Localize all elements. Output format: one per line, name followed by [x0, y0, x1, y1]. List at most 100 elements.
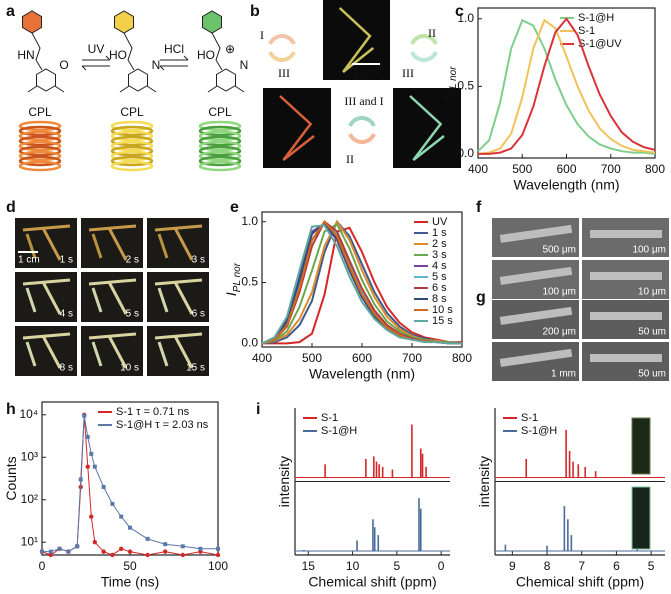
- fiber: [279, 95, 315, 161]
- spring-coil: [198, 160, 242, 172]
- marker: [75, 544, 80, 549]
- panel-letter: h: [6, 401, 16, 418]
- scale-label: 10 μm: [638, 287, 666, 298]
- time-label: 1 s: [60, 255, 73, 266]
- spring-coil: [198, 135, 242, 147]
- scale-label: 1 cm: [353, 65, 379, 79]
- ring: [36, 68, 56, 92]
- cycle-arrow: [348, 116, 376, 127]
- ring: [128, 68, 148, 92]
- y-tick-label: 10²: [21, 492, 38, 506]
- arrow-label: UV: [88, 42, 105, 56]
- fiber: [22, 224, 71, 232]
- spring-coil: [110, 160, 154, 172]
- marker: [101, 549, 106, 554]
- spring-coil: [18, 150, 62, 162]
- fiber: [91, 341, 103, 367]
- spring-coil: [18, 145, 62, 157]
- legend-label: S-1 τ = 0.71 ns: [116, 406, 190, 418]
- legend-label: S-1: [578, 25, 595, 37]
- scale-label: 200 μm: [542, 327, 576, 338]
- spring-coil: [18, 160, 62, 172]
- cycle-label: III: [402, 66, 414, 80]
- fiber: [154, 332, 203, 340]
- scale-label: 1 cm: [18, 255, 40, 266]
- y-axis-label: IPL nor: [439, 66, 459, 100]
- vial: [631, 417, 651, 475]
- marker: [48, 549, 53, 554]
- x-tick-label: 9: [509, 559, 516, 573]
- time-label: 5 s: [126, 309, 139, 320]
- sem-feature: [499, 266, 573, 285]
- fiber: [25, 287, 37, 313]
- sem-feature: [499, 224, 573, 243]
- x-tick-label: 8: [544, 559, 551, 573]
- cycle-arrow: [410, 34, 438, 45]
- marker: [163, 542, 168, 547]
- fiber: [91, 233, 103, 259]
- x-tick-label: 800: [645, 162, 665, 176]
- panel-letter: d: [6, 199, 16, 216]
- cycle-arrow: [410, 51, 438, 62]
- cpl-label: CPL: [28, 105, 52, 119]
- time-label: 8 s: [60, 363, 73, 374]
- legend-label: S-1: [521, 412, 538, 424]
- atom-label: ⊕: [225, 42, 235, 56]
- fiber: [22, 278, 71, 286]
- x-tick-label: 700: [601, 162, 621, 176]
- y-axis-label-main: intensity: [476, 456, 492, 507]
- marker: [57, 546, 62, 551]
- legend-label: S-1: [321, 412, 338, 424]
- sem-feature: [499, 306, 573, 325]
- atom-label: HN: [17, 48, 34, 62]
- spring-coil: [18, 120, 62, 132]
- y-axis-label: Counts: [3, 456, 19, 500]
- x-tick-label: 10: [346, 559, 360, 573]
- fiber: [88, 332, 137, 340]
- marker: [145, 552, 150, 558]
- panel-letter: b: [250, 3, 260, 20]
- y-axis-label: intensity: [276, 456, 292, 507]
- legend-label: 15 s: [432, 315, 453, 327]
- cpl-label: CPL: [120, 105, 144, 119]
- fiber: [173, 335, 194, 369]
- scale-label: 100 μm: [632, 245, 666, 256]
- marker: [216, 546, 220, 551]
- fiber: [154, 278, 203, 286]
- y-axis-label-main: I: [223, 292, 239, 296]
- x-tick-label: 7: [578, 559, 585, 573]
- fiber: [173, 227, 194, 261]
- time-label: 2 s: [126, 255, 139, 266]
- marker: [128, 525, 132, 530]
- legend-label: S-1@H τ = 2.03 ns: [116, 419, 209, 431]
- x-tick-label: 600: [556, 162, 576, 176]
- bond: [211, 32, 223, 71]
- x-axis-label: Wavelength (nm): [309, 366, 415, 382]
- atom-label: HO: [197, 48, 215, 62]
- fiber: [157, 341, 169, 367]
- fiber: [91, 287, 103, 313]
- spring-coil: [110, 155, 154, 167]
- fiber: [25, 233, 37, 259]
- legend-label: S-1@H: [521, 425, 557, 437]
- x-tick-label: 500: [512, 162, 532, 176]
- y-tick-label: 0.0: [241, 336, 258, 350]
- x-axis-label: Time (ns): [101, 574, 160, 590]
- series-line: [477, 18, 656, 155]
- spring-coil: [18, 155, 62, 167]
- marker: [110, 552, 115, 558]
- ring: [216, 68, 236, 92]
- arrow-label: HCl: [164, 42, 184, 56]
- x-tick-label: 100: [208, 559, 228, 573]
- legend-label: UV: [432, 216, 448, 228]
- x-axis-label: Wavelength (nm): [513, 177, 619, 193]
- time-label: 3 s: [192, 255, 205, 266]
- legend-label: 2 s: [432, 238, 447, 250]
- sem-feature: [590, 230, 662, 238]
- spring-coil: [110, 145, 154, 157]
- x-tick-label: 700: [402, 351, 422, 365]
- scale-label: 1 mm: [551, 369, 576, 380]
- y-axis-label-sub: PL nor: [448, 66, 459, 96]
- bond: [119, 85, 157, 93]
- marker: [66, 549, 71, 554]
